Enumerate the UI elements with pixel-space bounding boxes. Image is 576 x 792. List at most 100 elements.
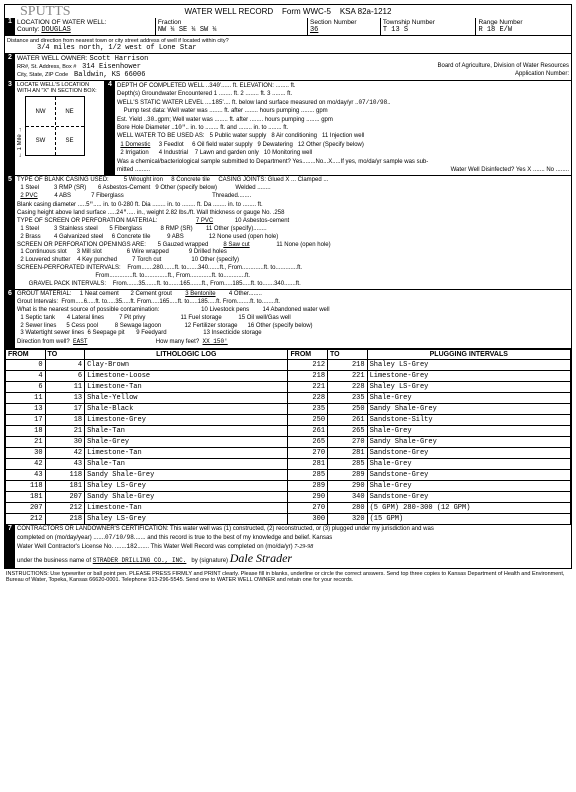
addr-value: 314 Eisenhower (82, 63, 141, 71)
o3: 3 Mill slot (77, 249, 102, 255)
ct3: 3 Watertight sewer lines (20, 330, 84, 336)
col-from1: FROM (6, 350, 46, 360)
table-cell: 280 (328, 503, 368, 514)
table-cell: 207 (6, 503, 46, 514)
city-value: Baldwin, KS 66006 (74, 71, 145, 79)
s12: 12 None used (open hole) (209, 234, 278, 240)
table-cell: 17 (6, 415, 46, 426)
table-cell: Shaley LS-Grey (367, 360, 570, 371)
table-cell: 250 (328, 404, 368, 415)
section-value: 36 (310, 26, 318, 34)
table-cell: Sandy Shale-Grey (367, 437, 570, 448)
table-cell: 4 (6, 371, 46, 382)
table-cell: 18 (45, 415, 85, 426)
c8: 8 Concrete tile (171, 177, 210, 183)
form-page: WATER WELL RECORD Form WWC-5 KSA 82a-121… (4, 4, 572, 569)
table-cell: 30 (45, 437, 85, 448)
swl-label: WELL'S STATIC WATER LEVEL (117, 100, 203, 106)
table-cell: 30 (6, 448, 46, 459)
table-cell: Limestone-Grey (367, 371, 570, 382)
chal-label: Casing height above land surface (17, 210, 106, 216)
mitted: mitted ......... (117, 167, 150, 173)
quad-se: SE (55, 126, 84, 155)
table-cell: 13 (6, 404, 46, 415)
table-cell: 281 (288, 459, 328, 470)
table-row: 611Limestone-Tan221228Shaley LS-Grey (6, 382, 571, 393)
o10: 10 Other (specify) (191, 257, 239, 263)
s4: 4 Galvanized steel (54, 234, 103, 240)
table-cell: 212 (45, 503, 85, 514)
bore-rest: in. to ........ ft. and ........ in. to … (191, 125, 289, 131)
table-cell: 221 (288, 382, 328, 393)
table-row: 43118Sandy Shale-Grey285289Sandstone-Gre… (6, 470, 571, 481)
s5: 5 Fiberglass (109, 226, 142, 232)
location-label: LOCATION OF WATER WELL: (17, 19, 153, 26)
lithologic-log-table: FROM TO LITHOLOGIC LOG FROM TO PLUGGING … (5, 349, 571, 525)
c7: 7 Fiberglass (91, 193, 124, 199)
ksa-ref: KSA 82a-1212 (340, 7, 392, 16)
lic: 182 (127, 543, 138, 550)
table-cell: 4 (45, 360, 85, 371)
table-cell: Shale-Tan (85, 426, 288, 437)
use-opt-10: 10 Monitoring well (264, 150, 312, 156)
township-value: T 13 S (383, 26, 408, 34)
mile-label: ← 1 Mile → (17, 94, 23, 158)
completed-label: completed on (mo/day/year) ....... (17, 535, 105, 541)
county-label: County: (17, 26, 39, 33)
table-cell: 250 (288, 415, 328, 426)
form-title: WATER WELL RECORD (185, 7, 274, 16)
use-label: WELL WATER TO BE USED AS: (117, 133, 205, 139)
table-cell: Shale-Yellow (85, 393, 288, 404)
ct8: 8 Sewage lagoon (115, 323, 161, 329)
c6: 6 Asbestos-Cement (98, 185, 150, 191)
bore-value: 10" (175, 124, 186, 131)
depth-label: DEPTH OF COMPLETED WELL (117, 83, 204, 89)
table-row: 3042Limestone-Tan270281Sandstone-Grey (6, 448, 571, 459)
chal: 24" (116, 209, 127, 216)
ct7: 7 Pit privy (119, 315, 145, 321)
gw1: 1 (214, 91, 217, 97)
table-cell: 340 (328, 492, 368, 503)
table-cell: 42 (45, 448, 85, 459)
s9: 9 ABS (167, 234, 184, 240)
table-cell: 21 (45, 426, 85, 437)
use-opt-6: 6 Oil field water supply (192, 142, 252, 148)
section-label: Section Number (310, 19, 378, 26)
contam-label: What is the nearest source of possible c… (17, 307, 159, 313)
ct5: 5 Cess pool (66, 323, 98, 329)
ct10: 10 Livestock pens (201, 307, 249, 313)
s1: 1 Steel (20, 226, 39, 232)
table-cell: 218 (288, 371, 328, 382)
owner-value: Scott Harrison (90, 55, 149, 63)
table-cell: 13 (45, 393, 85, 404)
swl-rest: ft. below land surface measured on mo/da… (232, 100, 353, 106)
table-cell: 235 (288, 404, 328, 415)
dist-value: 3/4 miles north, 1/2 west of Lone Star (7, 44, 197, 52)
city-label: City, State, ZIP Code (17, 72, 68, 78)
table-row: 1821Shale-Tan261265Shale-Grey (6, 426, 571, 437)
s2: 2 Brass (20, 234, 40, 240)
table-cell: 235 (328, 393, 368, 404)
rec-label: This Water Well Record was completed on … (151, 544, 293, 550)
use-opt-1: 1 Domestic (120, 142, 150, 148)
table-cell: Shaley LS-Grey (85, 514, 288, 525)
cert-rest: and this record is true to the best of m… (147, 535, 332, 541)
section-5: 5 TYPE OF BLANK CASING USED: 5 Wrought i… (5, 176, 571, 290)
footer-instructions: INSTRUCTIONS: Use typewriter or ball poi… (4, 569, 572, 585)
o11: 11 None (open hole) (276, 242, 330, 248)
sig-label: by (signature) (191, 558, 228, 564)
section-num-2: 2 (5, 54, 15, 80)
lic-label: Water Well Contractor's License No. ....… (17, 544, 127, 550)
use-opt-12: 12 Other (Specify below) (298, 142, 364, 148)
ct2: 2 Sewer lines (20, 323, 56, 329)
addr-label: RR#, St. Address, Box # (17, 64, 76, 70)
depth-unit: ft. ELEVATION: (233, 83, 274, 89)
use-opt-2: 2 Irrigation (120, 150, 148, 156)
table-cell: 43 (45, 459, 85, 470)
table-cell: 270 (288, 503, 328, 514)
col-plug: PLUGGING INTERVALS (367, 350, 570, 360)
biz-label: under the business name of (17, 558, 91, 564)
chal-rest: in., weight 2.82 lbs./ft. Wall thickness… (137, 210, 285, 216)
ct14: 14 Abandoned water well (262, 307, 329, 313)
owner-label: WATER WELL OWNER: (17, 55, 88, 62)
